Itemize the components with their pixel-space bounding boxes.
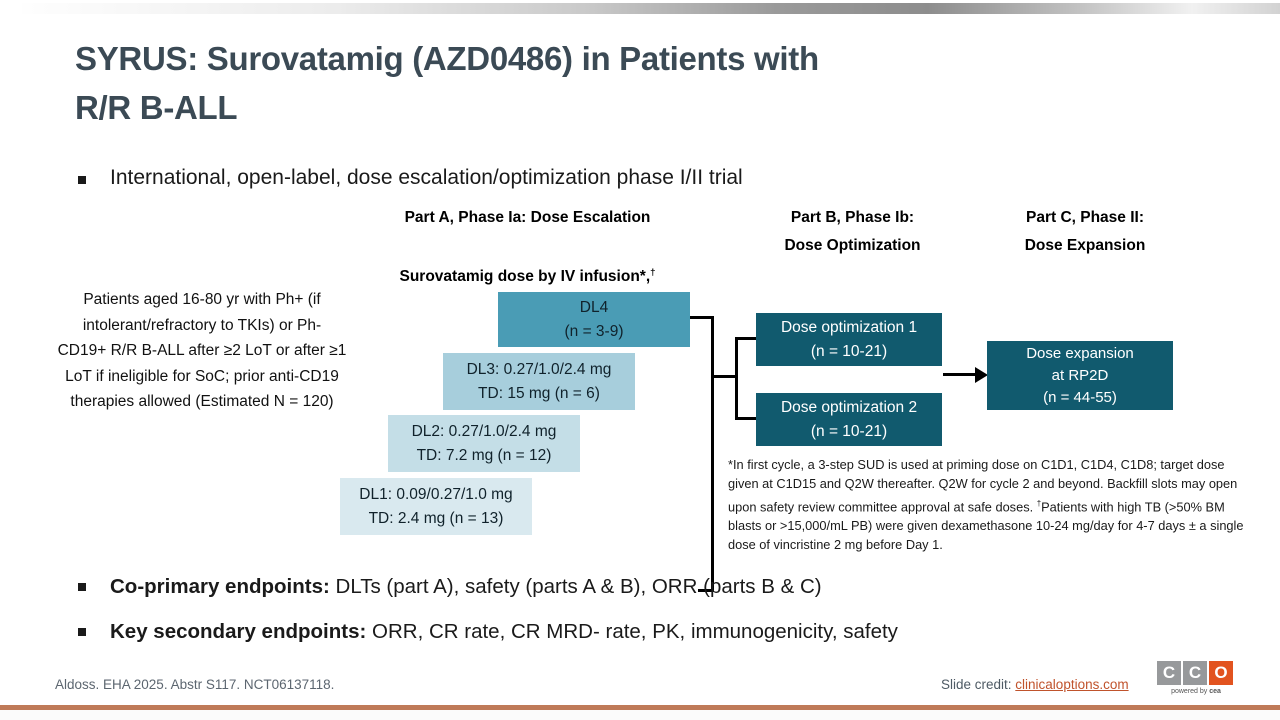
opt1-line2: (n = 10-21) bbox=[810, 342, 888, 360]
expansion-line1: Dose expansion bbox=[1026, 344, 1134, 362]
clinicaloptions-link[interactable]: clinicaloptions.com bbox=[1015, 677, 1129, 692]
dose-level-box-dl2: DL2: 0.27/1.0/2.4 mg TD: 7.2 mg (n = 12) bbox=[388, 415, 580, 472]
bullet-square-icon bbox=[78, 583, 86, 591]
part-c-header-line1: Part C, Phase II: bbox=[1025, 209, 1144, 226]
title-line-2: R/R B-ALL bbox=[75, 89, 238, 126]
slide-credit: Slide credit: clinicaloptions.com bbox=[941, 677, 1129, 692]
bracket-bottom-foot bbox=[698, 589, 714, 592]
logo-tagline-prefix: powered by bbox=[1171, 688, 1210, 695]
part-a-header: Part A, Phase Ia: Dose Escalation bbox=[404, 209, 651, 226]
co-primary-label: Co-primary endpoints: bbox=[110, 575, 330, 598]
dl4-line2: (n = 3-9) bbox=[564, 322, 624, 340]
co-primary-endpoints: Co-primary endpoints: DLTs (part A), saf… bbox=[110, 575, 822, 599]
infusion-label: Surovatamig dose by IV infusion*,† bbox=[380, 259, 675, 291]
footnote-dagger: † bbox=[1036, 498, 1042, 508]
dl4-line1: DL4 bbox=[579, 298, 609, 316]
bracket-inner-top-arm bbox=[735, 337, 756, 340]
dose-expansion-box: Dose expansion at RP2D (n = 44-55) bbox=[987, 341, 1173, 410]
opt2-line2: (n = 10-21) bbox=[810, 422, 888, 440]
bracket-outer-vertical bbox=[711, 316, 714, 592]
citation-text: Aldoss. EHA 2025. Abstr S117. NCT0613711… bbox=[55, 677, 335, 692]
part-c-header: Part C, Phase II: Dose Expansion bbox=[990, 204, 1180, 260]
dl2-line2: TD: 7.2 mg (n = 12) bbox=[416, 446, 552, 464]
dl2-line1: DL2: 0.27/1.0/2.4 mg bbox=[411, 422, 557, 440]
page-title: SYRUS: Surovatamig (AZD0486) in Patients… bbox=[75, 34, 1105, 132]
bullet-square-icon bbox=[78, 176, 86, 184]
cco-logo: C C O powered by cea bbox=[1157, 661, 1235, 695]
logo-square-o: O bbox=[1209, 661, 1233, 685]
bracket-arm-dl4 bbox=[690, 316, 713, 319]
dose-optimization-2-box: Dose optimization 2 (n = 10-21) bbox=[756, 393, 942, 446]
infusion-label-text: Surovatamig dose by IV infusion*, bbox=[399, 268, 651, 286]
key-secondary-endpoints: Key secondary endpoints: ORR, CR rate, C… bbox=[110, 620, 898, 644]
dl1-line1: DL1: 0.09/0.27/1.0 mg bbox=[359, 485, 513, 503]
dose-level-box-dl1: DL1: 0.09/0.27/1.0 mg TD: 2.4 mg (n = 13… bbox=[340, 478, 532, 535]
co-primary-text: DLTs (part A), safety (parts A & B), ORR… bbox=[329, 575, 822, 598]
logo-square-c2: C bbox=[1183, 661, 1207, 685]
bracket-inner-vertical bbox=[735, 337, 738, 420]
title-line-1: SYRUS: Surovatamig (AZD0486) in Patients… bbox=[75, 40, 819, 77]
intro-bullet-text: International, open-label, dose escalati… bbox=[110, 166, 743, 189]
opt1-line1: Dose optimization 1 bbox=[780, 318, 918, 336]
dl1-line2: TD: 2.4 mg (n = 13) bbox=[368, 509, 504, 527]
footnote: *In first cycle, a 3-step SUD is used at… bbox=[728, 455, 1256, 555]
key-secondary-text: ORR, CR rate, CR MRD- rate, PK, immunoge… bbox=[366, 620, 898, 643]
dose-level-box-dl4: DL4 (n = 3-9) bbox=[498, 292, 690, 347]
dose-level-box-dl3: DL3: 0.27/1.0/2.4 mg TD: 15 mg (n = 6) bbox=[443, 353, 635, 410]
bottom-strip bbox=[0, 710, 1280, 720]
dose-optimization-1-box: Dose optimization 1 (n = 10-21) bbox=[756, 313, 942, 366]
logo-tagline: powered by cea bbox=[1157, 688, 1235, 695]
part-c-header-line2: Dose Expansion bbox=[1024, 237, 1146, 254]
arrow-shaft bbox=[943, 373, 977, 376]
arrow-right-icon bbox=[975, 366, 988, 383]
bracket-mid-connector bbox=[711, 375, 737, 378]
footnote-part2: Patients with high TB (>50% BM blasts or… bbox=[728, 498, 1244, 553]
part-b-header-line1: Part B, Phase Ib: bbox=[790, 209, 915, 226]
dl3-line2: TD: 15 mg (n = 6) bbox=[478, 384, 600, 402]
bullet-square-icon bbox=[78, 628, 86, 636]
top-gradient-bar bbox=[22, 3, 1280, 14]
dl3-line1: DL3: 0.27/1.0/2.4 mg bbox=[466, 360, 612, 378]
part-b-header: Part B, Phase Ib: Dose Optimization bbox=[760, 204, 945, 260]
expansion-line3: (n = 44-55) bbox=[1043, 388, 1117, 406]
patient-criteria-text: Patients aged 16-80 yr with Ph+ (if into… bbox=[57, 291, 347, 410]
bracket-inner-bottom-arm bbox=[735, 417, 756, 420]
logo-square-c1: C bbox=[1157, 661, 1181, 685]
part-b-header-line2: Dose Optimization bbox=[784, 237, 921, 254]
slide-credit-label: Slide credit: bbox=[941, 677, 1016, 692]
opt2-line1: Dose optimization 2 bbox=[780, 398, 918, 416]
bottom-accent-bar bbox=[0, 705, 1280, 710]
logo-tagline-brand: cea bbox=[1209, 688, 1221, 695]
key-secondary-label: Key secondary endpoints: bbox=[110, 620, 367, 643]
infusion-dagger: † bbox=[650, 267, 656, 278]
footnote-part1: *In first cycle, a 3-step SUD is used at… bbox=[728, 457, 1238, 514]
expansion-line2: at RP2D bbox=[1051, 366, 1109, 384]
